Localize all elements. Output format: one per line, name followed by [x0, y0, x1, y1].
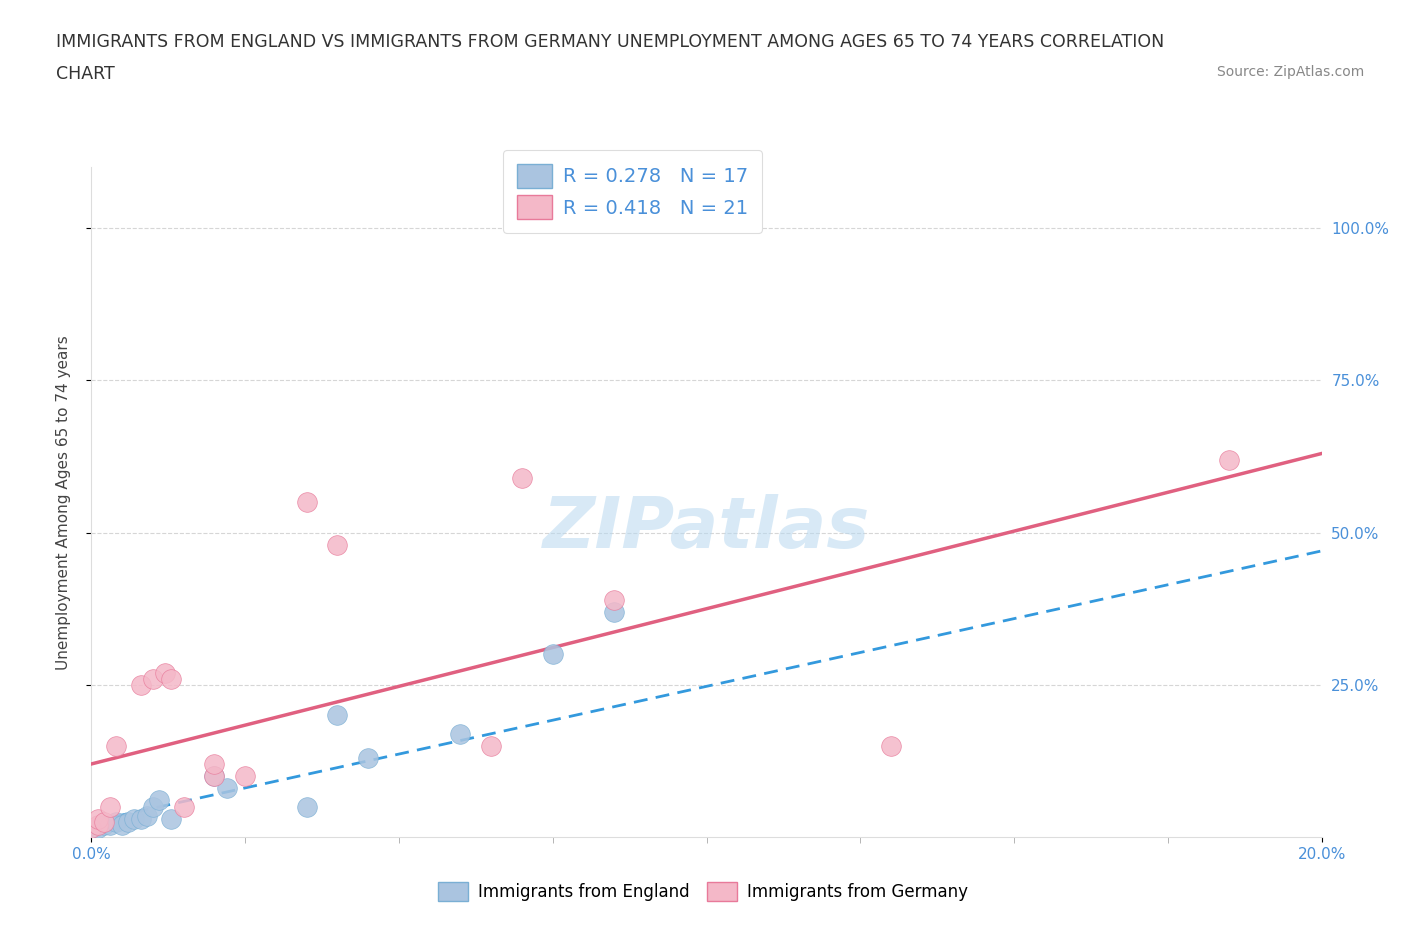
- Point: [129, 811, 152, 826]
- Point: [510, 471, 533, 485]
- Text: Source: ZipAtlas.com: Source: ZipAtlas.com: [1216, 65, 1364, 79]
- Point: [357, 751, 380, 765]
- Text: ZIPatlas: ZIPatlas: [543, 495, 870, 564]
- Point: [86, 811, 108, 826]
- Point: [93, 817, 115, 832]
- Point: [326, 708, 349, 723]
- Point: [124, 811, 146, 826]
- Y-axis label: Unemployment Among Ages 65 to 74 years: Unemployment Among Ages 65 to 74 years: [56, 335, 70, 670]
- Point: [98, 817, 121, 832]
- Point: [1218, 452, 1240, 467]
- Point: [98, 799, 121, 814]
- Point: [80, 823, 103, 838]
- Point: [603, 604, 626, 619]
- Point: [153, 665, 177, 680]
- Point: [215, 781, 238, 796]
- Point: [295, 495, 318, 510]
- Point: [541, 647, 564, 662]
- Point: [202, 769, 225, 784]
- Point: [142, 799, 165, 814]
- Point: [880, 738, 903, 753]
- Point: [148, 793, 170, 808]
- Point: [105, 738, 127, 753]
- Point: [160, 671, 183, 686]
- Point: [86, 817, 108, 832]
- Point: [160, 811, 183, 826]
- Point: [111, 817, 134, 832]
- Point: [326, 538, 349, 552]
- Point: [142, 671, 165, 686]
- Point: [202, 769, 225, 784]
- Point: [295, 799, 318, 814]
- Point: [135, 808, 157, 823]
- Point: [603, 592, 626, 607]
- Point: [449, 726, 471, 741]
- Point: [86, 820, 108, 835]
- Point: [80, 820, 103, 835]
- Point: [117, 815, 139, 830]
- Point: [105, 815, 127, 830]
- Text: IMMIGRANTS FROM ENGLAND VS IMMIGRANTS FROM GERMANY UNEMPLOYMENT AMONG AGES 65 TO: IMMIGRANTS FROM ENGLAND VS IMMIGRANTS FR…: [56, 33, 1164, 50]
- Point: [479, 738, 502, 753]
- Point: [233, 769, 256, 784]
- Point: [173, 799, 195, 814]
- Legend: R = 0.278   N = 17, R = 0.418   N = 21: R = 0.278 N = 17, R = 0.418 N = 21: [503, 151, 762, 232]
- Point: [93, 815, 115, 830]
- Legend: Immigrants from England, Immigrants from Germany: Immigrants from England, Immigrants from…: [432, 875, 974, 908]
- Point: [202, 756, 225, 771]
- Text: CHART: CHART: [56, 65, 115, 83]
- Point: [129, 677, 152, 692]
